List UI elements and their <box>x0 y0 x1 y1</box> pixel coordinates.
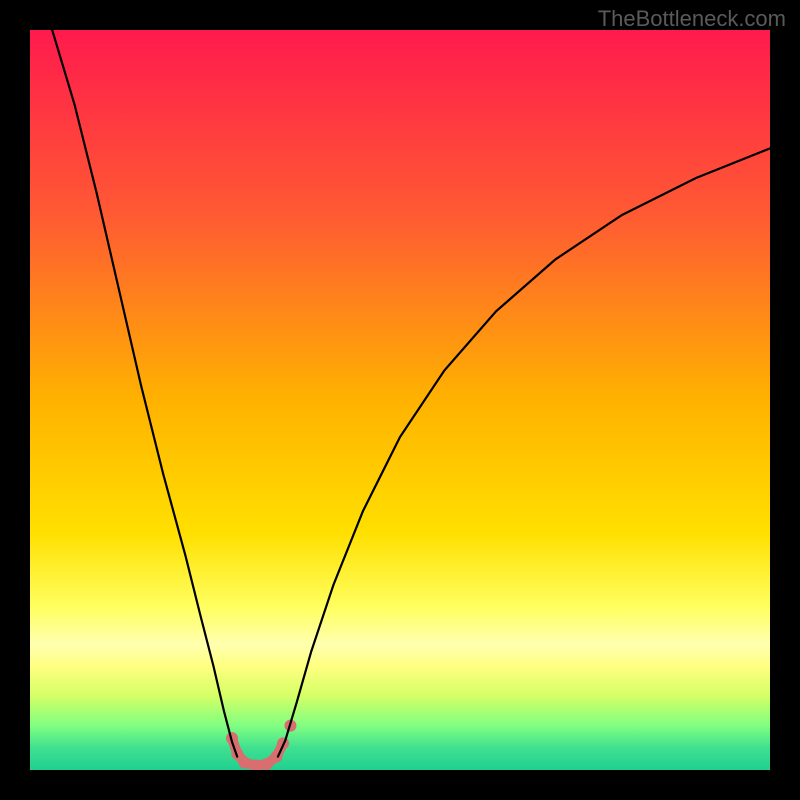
valley-dot <box>261 758 273 770</box>
chart-background <box>30 30 770 770</box>
chart-plot-area <box>30 30 770 770</box>
watermark-text: TheBottleneck.com <box>598 6 786 32</box>
valley-dot <box>239 757 251 769</box>
chart-svg <box>30 30 770 770</box>
